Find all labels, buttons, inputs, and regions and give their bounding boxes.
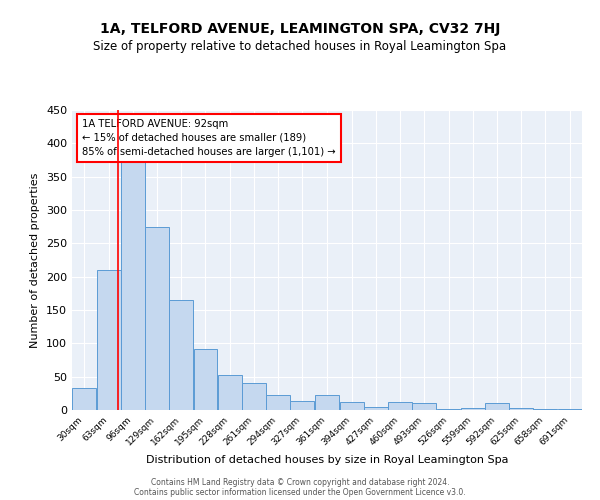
Bar <box>437 408 460 410</box>
Bar <box>340 402 364 410</box>
Bar <box>97 270 121 410</box>
Bar <box>412 404 436 410</box>
Bar <box>169 300 193 410</box>
Bar <box>509 408 533 410</box>
Text: Size of property relative to detached houses in Royal Leamington Spa: Size of property relative to detached ho… <box>94 40 506 53</box>
Bar <box>145 226 169 410</box>
Text: 1A TELFORD AVENUE: 92sqm
← 15% of detached houses are smaller (189)
85% of semi-: 1A TELFORD AVENUE: 92sqm ← 15% of detach… <box>82 119 336 157</box>
Text: Contains public sector information licensed under the Open Government Licence v3: Contains public sector information licen… <box>134 488 466 497</box>
Bar <box>290 402 314 410</box>
Bar <box>218 376 242 410</box>
Bar <box>461 408 485 410</box>
Bar <box>485 404 509 410</box>
Bar <box>316 396 340 410</box>
Bar <box>266 394 290 410</box>
X-axis label: Distribution of detached houses by size in Royal Leamington Spa: Distribution of detached houses by size … <box>146 456 508 466</box>
Y-axis label: Number of detached properties: Number of detached properties <box>31 172 40 348</box>
Text: Contains HM Land Registry data © Crown copyright and database right 2024.: Contains HM Land Registry data © Crown c… <box>151 478 449 487</box>
Bar <box>242 384 266 410</box>
Bar <box>388 402 412 410</box>
Text: 1A, TELFORD AVENUE, LEAMINGTON SPA, CV32 7HJ: 1A, TELFORD AVENUE, LEAMINGTON SPA, CV32… <box>100 22 500 36</box>
Bar <box>194 348 217 410</box>
Bar <box>533 408 557 410</box>
Bar <box>364 406 388 410</box>
Bar <box>121 158 145 410</box>
Bar <box>73 388 97 410</box>
